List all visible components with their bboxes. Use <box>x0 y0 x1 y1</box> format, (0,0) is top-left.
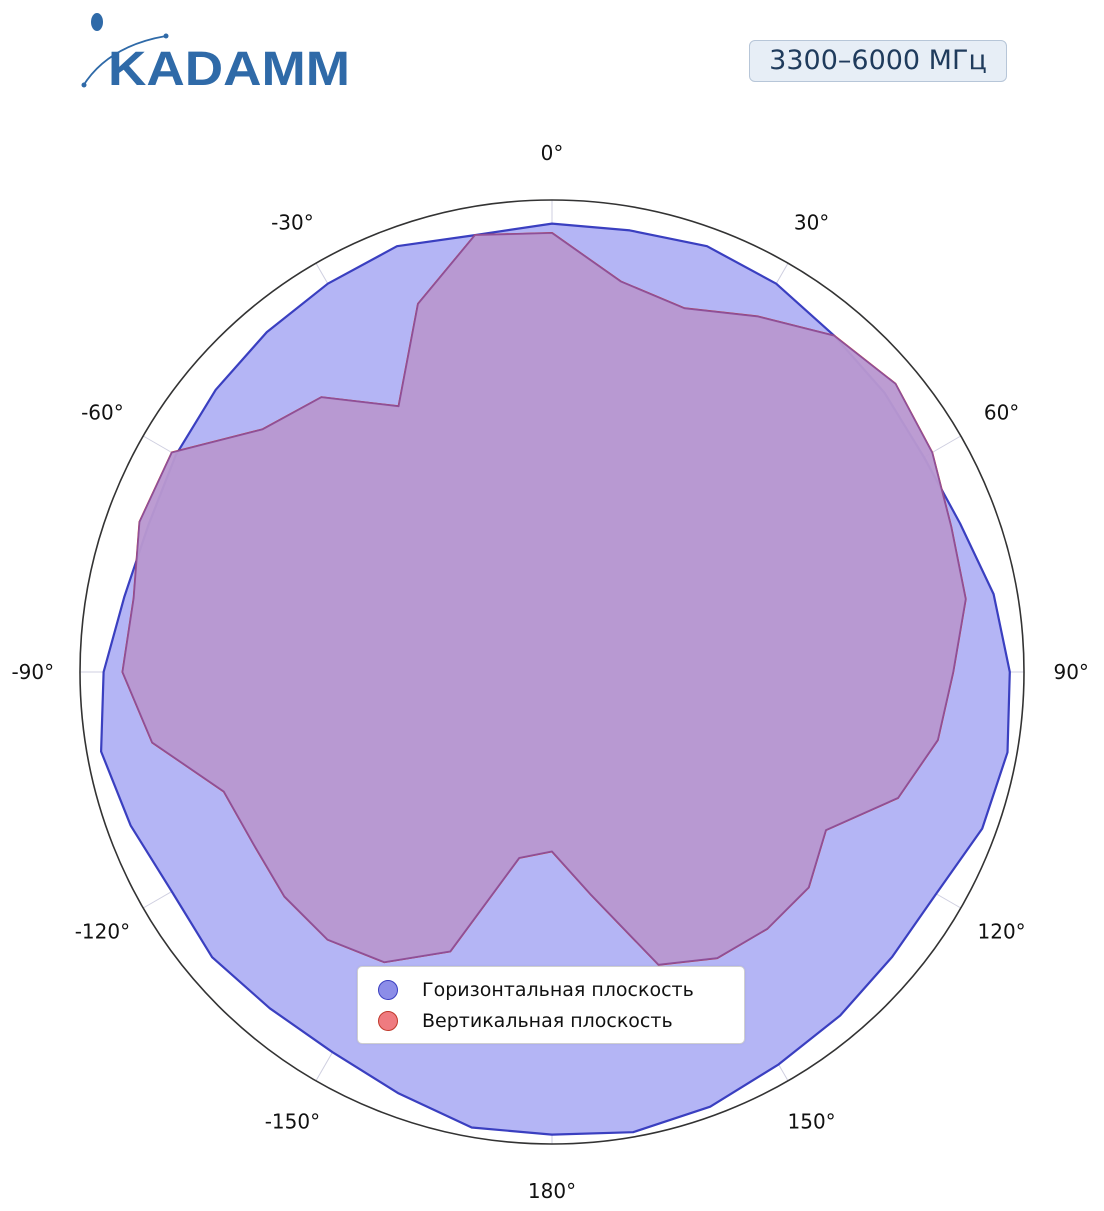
angle-tick-label: 30° <box>794 210 829 234</box>
legend-item-horizontal: Горизонтальная плоскость <box>378 975 694 1005</box>
series-layer <box>100 222 1011 1136</box>
legend-item-vertical: Вертикальная плоскость <box>378 1006 673 1036</box>
angle-labels: 0° 30° 60° 90° 120° 150° 180° -150° -120° -90° -60… <box>11 141 1088 1203</box>
angle-tick-label: 90° <box>1053 660 1088 684</box>
legend: Горизонтальная плоскость Вертикальная пл… <box>357 966 745 1044</box>
legend-marker-vertical <box>378 1011 398 1031</box>
outer-ring <box>79 199 1025 1145</box>
angle-tick-label: -60° <box>81 400 124 424</box>
frequency-band-badge: 3300–6000 МГц <box>749 40 1007 82</box>
legend-marker-horizontal <box>378 980 398 1000</box>
logo-text: KADAMM <box>108 43 350 94</box>
series-overlap-area <box>121 232 967 966</box>
angle-tick-label: -150° <box>265 1110 320 1134</box>
legend-label-vertical: Вертикальная плоскость <box>422 1010 673 1032</box>
angle-tick-label: -90° <box>11 660 54 684</box>
angle-tick-label: -30° <box>271 210 314 234</box>
angle-tick-label: 0° <box>541 141 564 165</box>
angle-tick-label: -120° <box>75 920 130 944</box>
angle-tick-label: 180° <box>528 1179 576 1203</box>
legend-label-horizontal: Горизонтальная плоскость <box>422 979 694 1001</box>
angle-tick-label: 120° <box>978 920 1026 944</box>
angle-tick-label: 150° <box>788 1110 836 1134</box>
logo-mark-icon <box>81 13 169 88</box>
angle-tick-label: 60° <box>984 400 1019 424</box>
kadamm-logo: KADAMM <box>81 13 350 94</box>
